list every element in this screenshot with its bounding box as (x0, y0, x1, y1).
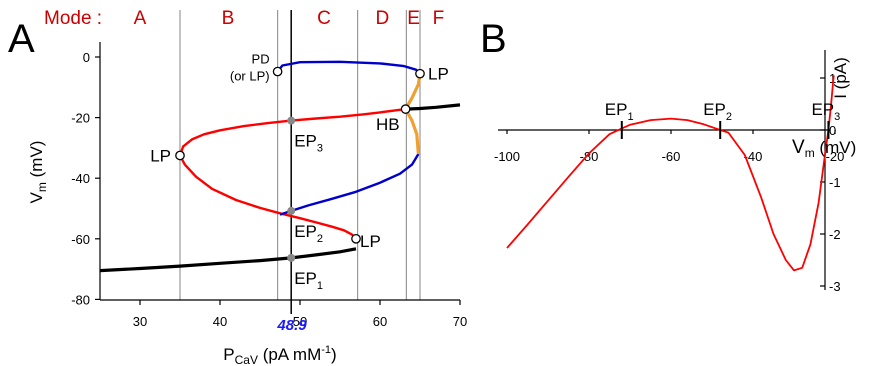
b-y-tick-label: -2 (829, 227, 841, 242)
mode-label: A (134, 8, 147, 29)
b-series (506, 75, 835, 272)
ep-label: EP3 (811, 100, 840, 123)
a-series-line (405, 103, 461, 111)
mode-label: B (222, 8, 235, 29)
mode-title: Mode : (44, 8, 102, 29)
ep-label: EP1 (294, 269, 323, 292)
pd-sub-label: (or LP) (230, 69, 270, 84)
a-x-tick-label: 50 (293, 314, 307, 329)
mode-label: E (407, 8, 420, 29)
b-y-tick-label: -3 (829, 279, 841, 294)
hb-label: HB (376, 115, 400, 134)
a-xlabel-sup: -1 (321, 344, 331, 356)
a-ylabel-unit: (mV) (27, 141, 46, 183)
ep-label: EP2 (294, 222, 323, 245)
b-x-tick-label: -100 (494, 149, 520, 164)
a-axes (99, 42, 460, 301)
pd-label: PD (252, 52, 270, 67)
ep-label: EP3 (294, 132, 323, 155)
b-x-ticks: -100 -80 -60 -40 -20 (494, 130, 844, 164)
ep-label: EP2 (703, 100, 732, 123)
a-y-tick-label: -20 (71, 111, 90, 126)
a-y-tick-label: -40 (71, 171, 90, 186)
i-v-curve (506, 75, 835, 272)
b-x-tick-label: -80 (580, 149, 599, 164)
b-x-tick-label: -40 (744, 149, 763, 164)
a-x-tick-label: 70 (453, 314, 467, 329)
a-series-line (99, 247, 357, 273)
lp-label: LP (428, 65, 449, 84)
b-xlabel: V (792, 137, 805, 158)
panel-b: B -100 -80 -60 -40 -20 10-1-2-3 EP1 EP2 EP3 Vm… (480, 17, 856, 294)
b-x-tick-label: -20 (826, 149, 845, 164)
a-series-line (178, 107, 406, 240)
a-series-line (404, 73, 422, 110)
a-x-tick-label: 60 (373, 314, 387, 329)
a-xlabel-sub: CaV (235, 353, 258, 366)
bifurcation-marker (351, 233, 361, 244)
equilibrium-point-marker (287, 253, 296, 262)
a-xlabel-close: ) (331, 345, 337, 364)
a-series-line (279, 153, 420, 216)
mode-label: F (433, 8, 445, 29)
a-x-tick-label: 40 (213, 314, 227, 329)
mode-boundaries (179, 10, 421, 300)
a-series-line (404, 108, 420, 155)
b-y-tick-label: 0 (829, 123, 836, 138)
bifurcation-marker (175, 150, 185, 161)
a-xlabel: P (223, 345, 234, 364)
panel-b-label: B (480, 17, 507, 61)
a-xlabel-unit: (pA mM (258, 345, 321, 364)
highlight-tick-label: 48.9 (276, 317, 307, 334)
b-y-axis-title: I (pA) (831, 57, 850, 99)
b-xlabel-sub: m (805, 146, 815, 160)
bifurcation-marker (415, 68, 425, 79)
a-y-tick-label: -60 (71, 232, 90, 247)
a-y-axis-title: Vm (mV) (27, 141, 49, 204)
lp-label: LP (360, 232, 381, 251)
b-xlabel-unit: (mV) (815, 138, 857, 157)
bifurcation-marker (400, 104, 411, 114)
mode-label: C (317, 8, 331, 29)
a-ylabel-sub: m (35, 182, 49, 192)
a-ylabel: V (27, 191, 46, 203)
bifurcation-marker (272, 66, 283, 77)
lp-label: LP (150, 146, 171, 165)
equilibrium-point-marker (287, 206, 296, 215)
b-y-tick-label: -1 (829, 175, 841, 190)
a-x-axis-title: PCaV (pA mM-1) (223, 344, 336, 366)
mode-label: D (376, 8, 390, 29)
ep-label: EP1 (605, 100, 634, 123)
a-y-tick-label: 0 (83, 50, 90, 65)
a-x-ticks: 30 40 50 60 70 (133, 300, 467, 329)
panel-a-label: A (8, 17, 35, 61)
a-y-ticks: 0 -20 -40 -60 -80 (71, 50, 100, 307)
a-x-tick-label: 30 (133, 314, 147, 329)
b-ep-marks: EP1 EP2 EP3 (605, 100, 840, 139)
a-y-tick-label: -80 (71, 292, 90, 307)
equilibrium-point-marker (287, 116, 296, 125)
a-series-line (276, 60, 421, 75)
b-x-tick-label: -60 (662, 149, 681, 164)
b-x-axis-title: Vm (mV) (792, 137, 856, 160)
a-points: LP LP LP HB PD (or LP) EP1 EP2 EP3 (150, 52, 449, 292)
